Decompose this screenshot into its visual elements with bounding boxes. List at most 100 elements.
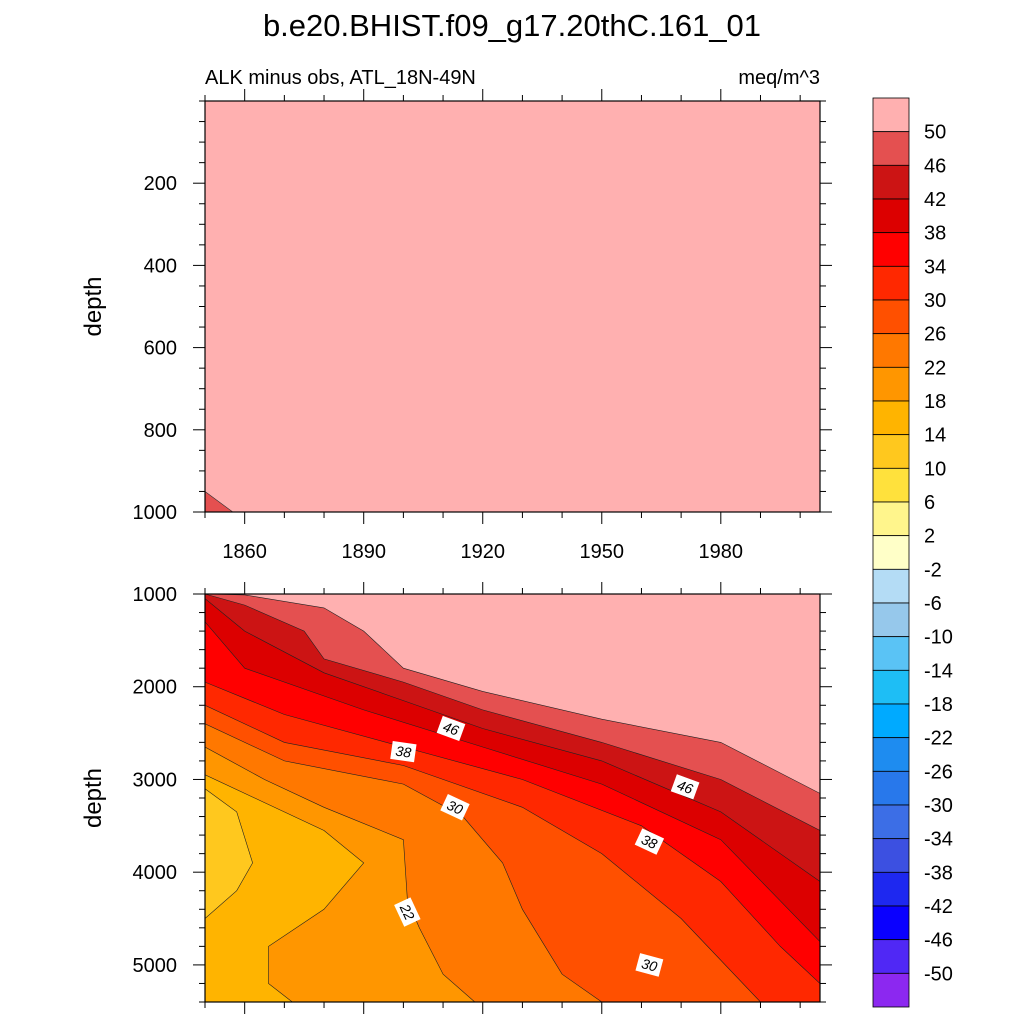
lower-contour-fills: 46 38 30 46 38 22 30 xyxy=(205,594,820,1002)
colorbar-swatch xyxy=(872,467,910,503)
colorbar-label: -6 xyxy=(924,593,942,615)
lower-panel: 46 38 30 46 38 22 30 1000 2000 3000 4000 5000 depth xyxy=(80,582,832,1014)
colorbar-label: 2 xyxy=(924,526,935,548)
colorbar-swatch xyxy=(872,97,910,133)
colorbar-swatch xyxy=(872,265,910,301)
contour-label-text: 38 xyxy=(639,831,660,852)
colorbar-label: -34 xyxy=(924,829,953,851)
y-tick-label: 200 xyxy=(144,173,177,195)
contour-line-26 xyxy=(205,723,602,1002)
contour-label-text: 22 xyxy=(396,901,418,923)
colorbar-swatch xyxy=(872,703,910,739)
y-tick-label: 5000 xyxy=(133,955,178,977)
contour-line-38 xyxy=(205,621,820,942)
colorbar-swatch xyxy=(872,972,910,1008)
chart-subtitle-left: ALK minus obs, ATL_18N-49N xyxy=(205,67,476,89)
contour-label-text: 46 xyxy=(675,777,695,797)
colorbar-label: 22 xyxy=(924,357,946,379)
contour-line-22 xyxy=(205,746,475,1002)
contour-label: 46 xyxy=(436,715,466,742)
contour-line-14 xyxy=(205,788,253,919)
colorbar-swatch xyxy=(872,905,910,941)
x-tick-label: 1860 xyxy=(222,541,267,563)
y-tick-label: 800 xyxy=(144,420,177,442)
colorbar-swatch xyxy=(872,838,910,873)
contour-label-box xyxy=(394,897,421,927)
colorbar-label: -22 xyxy=(924,728,953,750)
contour-label-box xyxy=(670,774,700,800)
x-tick-label: 1980 xyxy=(699,541,744,563)
colorbar-label: -30 xyxy=(924,795,953,817)
colorbar-label: 18 xyxy=(924,391,946,413)
colorbar-swatch xyxy=(872,568,910,604)
contour-line-18 xyxy=(205,774,365,1002)
colorbar-label: -46 xyxy=(924,930,953,952)
lower-y-axis-label: depth xyxy=(80,768,107,828)
chart-title: b.e20.BHIST.f09_g17.20thC.161_01 xyxy=(263,8,761,43)
colorbar-swatch xyxy=(872,602,910,638)
colorbar-label: 14 xyxy=(924,425,946,447)
colorbar-label: -18 xyxy=(924,694,953,716)
colorbar-swatch xyxy=(872,400,910,436)
contour-fill-18 xyxy=(205,774,364,1002)
contour-line-46 xyxy=(205,594,820,831)
contour-label-text: 46 xyxy=(441,718,461,738)
colorbar-label: 6 xyxy=(924,492,935,514)
colorbar-label: -14 xyxy=(924,660,953,682)
y-tick-label: 1000 xyxy=(133,502,178,524)
colorbar-swatch xyxy=(872,737,910,772)
contour-label-box xyxy=(635,953,664,977)
x-tick-label: 1950 xyxy=(580,541,625,563)
contour-label-box xyxy=(440,794,470,821)
y-tick-label: 600 xyxy=(144,338,177,360)
contour-label-box xyxy=(390,741,417,763)
colorbar-label: -42 xyxy=(924,896,953,918)
contour-label-text: 30 xyxy=(640,955,659,975)
colorbar-swatch xyxy=(872,636,910,671)
upper-panel: 1860 1890 1920 1950 1980 200 400 600 800 1000 dept… xyxy=(80,89,832,563)
colorbar-swatch xyxy=(872,333,910,368)
colorbar-swatch xyxy=(872,299,910,335)
colorbar: 50 46 42 38 34 30 26 22 18 14 10 6 2 -2 -6 -10 -14 -18 -22… xyxy=(872,97,953,1008)
colorbar-swatch xyxy=(872,804,910,840)
colorbar-label: 10 xyxy=(924,458,946,480)
y-tick-label: 1000 xyxy=(133,584,178,606)
colorbar-label: -38 xyxy=(924,862,953,884)
contour-label: 30 xyxy=(440,794,470,821)
contour-label-text: 30 xyxy=(445,797,466,818)
contour-label: 30 xyxy=(635,953,664,977)
colorbar-label: 50 xyxy=(924,122,946,144)
upper-y-axis-label: depth xyxy=(80,276,107,336)
colorbar-swatch xyxy=(872,939,910,974)
colorbar-label: 26 xyxy=(924,324,946,346)
colorbar-label: 34 xyxy=(924,256,946,278)
colorbar-label: 42 xyxy=(924,189,946,211)
colorbar-swatch xyxy=(872,164,910,200)
contour-label-box xyxy=(436,715,466,742)
colorbar-swatch xyxy=(872,770,910,806)
colorbar-label: -10 xyxy=(924,627,953,649)
y-tick-label: 3000 xyxy=(133,769,178,791)
y-tick-label: 4000 xyxy=(133,862,178,884)
colorbar-swatch xyxy=(872,871,910,907)
contour-label: 38 xyxy=(634,828,665,855)
x-tick-label: 1920 xyxy=(460,541,505,563)
contour-label-text: 38 xyxy=(395,743,413,761)
colorbar-swatch xyxy=(872,198,910,234)
colorbar-label: 30 xyxy=(924,290,946,312)
colorbar-label: -2 xyxy=(924,559,942,581)
colorbar-swatch xyxy=(872,434,910,469)
upper-fill-region xyxy=(205,101,820,512)
contour-line-42 xyxy=(205,598,820,882)
contour-label: 22 xyxy=(394,897,421,927)
contour-line-34 xyxy=(205,681,820,984)
contour-line-30 xyxy=(205,705,761,1002)
contour-line-50 xyxy=(205,594,820,794)
colorbar-swatch xyxy=(872,366,910,402)
colorbar-swatch xyxy=(872,131,910,166)
contour-fill-14 xyxy=(205,788,253,919)
colorbar-label: -26 xyxy=(924,761,953,783)
x-tick-label: 1890 xyxy=(341,541,386,563)
colorbar-swatch xyxy=(872,501,910,537)
